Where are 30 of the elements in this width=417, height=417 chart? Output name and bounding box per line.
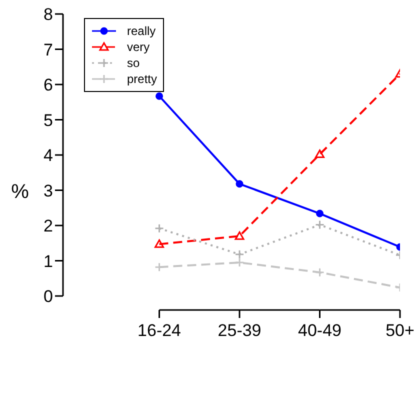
y-axis-title: %	[11, 181, 30, 203]
point	[236, 180, 244, 188]
y-tick-label: 5	[44, 110, 53, 130]
y-tick-label: 7	[44, 40, 53, 60]
y-tick-label: 0	[44, 287, 53, 306]
point	[315, 150, 325, 158]
legend-label: so	[127, 56, 140, 70]
point	[234, 231, 244, 240]
y-tick-label: 1	[44, 252, 53, 271]
y-tick-label: 2	[44, 216, 53, 236]
legend-label: really	[127, 24, 156, 38]
y-tick-label: 6	[44, 76, 53, 95]
point	[154, 239, 164, 248]
point	[154, 224, 164, 234]
point	[234, 258, 244, 268]
point	[154, 262, 164, 272]
y-tick-label: 3	[44, 181, 53, 200]
x-tick-label: 25-39	[218, 321, 262, 340]
point	[234, 250, 244, 260]
y-tick-label: 8	[44, 5, 53, 24]
x-tick-label: 16-24	[138, 321, 182, 340]
point	[315, 268, 325, 278]
point	[156, 92, 164, 100]
point	[316, 210, 324, 218]
legend-label: pretty	[127, 72, 158, 86]
y-tick-label: 4	[44, 146, 53, 166]
x-tick-label: 50+	[386, 321, 414, 340]
x-tick-label: 40-49	[298, 321, 342, 340]
legend-label: very	[127, 40, 150, 54]
point	[315, 220, 325, 230]
